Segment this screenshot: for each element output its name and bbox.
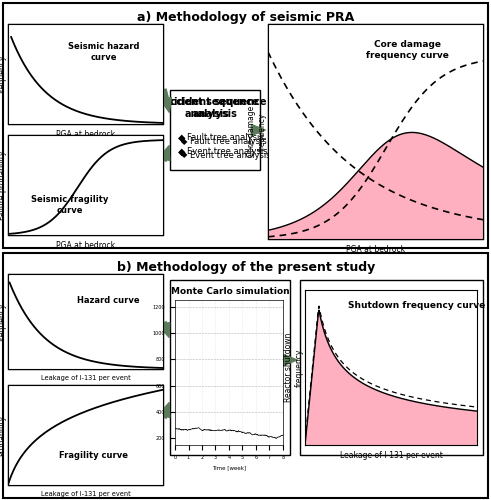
X-axis label: Time [week]: Time [week]: [212, 466, 246, 470]
Text: Fragility curve: Fragility curve: [59, 450, 128, 460]
Bar: [8, 135, 163, 235]
Y-axis label: Failure probability: Failure probability: [0, 150, 6, 220]
Text: Seismic fragility
curve: Seismic fragility curve: [31, 196, 109, 214]
Text: ◆: ◆: [181, 138, 188, 146]
Text: a) Methodology of seismic PRA: a) Methodology of seismic PRA: [137, 10, 355, 24]
Y-axis label: Core damage
frequency: Core damage frequency: [247, 106, 267, 157]
Y-axis label: Reactor shutdown
Probability: Reactor shutdown Probability: [0, 400, 6, 469]
Text: ◆: ◆: [178, 147, 186, 157]
Text: Core damage
frequency curve: Core damage frequency curve: [366, 40, 449, 60]
Bar: [8, 274, 163, 369]
Bar: [3, 253, 488, 498]
X-axis label: Leakage of I-131 per event: Leakage of I-131 per event: [340, 450, 442, 460]
Text: ◆: ◆: [181, 150, 188, 160]
X-axis label: Leakage of I-131 per event: Leakage of I-131 per event: [41, 374, 131, 380]
Text: Hazard curve: Hazard curve: [78, 296, 140, 305]
Bar: [170, 90, 260, 170]
Text: Accident sequence
analysis: Accident sequence analysis: [155, 97, 259, 119]
Text: ◆: ◆: [178, 133, 186, 143]
Bar: [3, 3, 488, 248]
Text: b) Methodology of the present study: b) Methodology of the present study: [117, 260, 375, 274]
X-axis label: PGA at bedrock: PGA at bedrock: [346, 244, 405, 254]
Text: Accident sequence
analysis: Accident sequence analysis: [163, 97, 267, 119]
Bar: [300, 280, 483, 455]
X-axis label: Leakage of I-131 per event: Leakage of I-131 per event: [41, 490, 131, 496]
Bar: [8, 385, 163, 485]
Text: Shutdown frequency curve: Shutdown frequency curve: [348, 301, 486, 310]
Text: Seismic hazard
curve: Seismic hazard curve: [68, 42, 140, 62]
Bar: [8, 24, 163, 124]
Bar: [268, 24, 483, 239]
Text: Event tree analysis: Event tree analysis: [187, 148, 268, 156]
X-axis label: PGA at bedrock: PGA at bedrock: [56, 240, 115, 250]
Y-axis label: Reactor shutdown
frequency: Reactor shutdown frequency: [284, 333, 303, 402]
Y-axis label: Exceedance
frequency: Exceedance frequency: [0, 51, 6, 97]
Bar: [170, 280, 290, 455]
Text: Event tree analysis: Event tree analysis: [190, 150, 271, 160]
Text: Fault tree analysis: Fault tree analysis: [190, 138, 267, 146]
X-axis label: PGA at bedrock: PGA at bedrock: [56, 130, 115, 138]
Text: Monte Carlo simulation: Monte Carlo simulation: [171, 286, 289, 296]
Y-axis label: Leak event
frequency: Leak event frequency: [0, 300, 6, 343]
Text: Fault tree analysis: Fault tree analysis: [187, 134, 264, 142]
